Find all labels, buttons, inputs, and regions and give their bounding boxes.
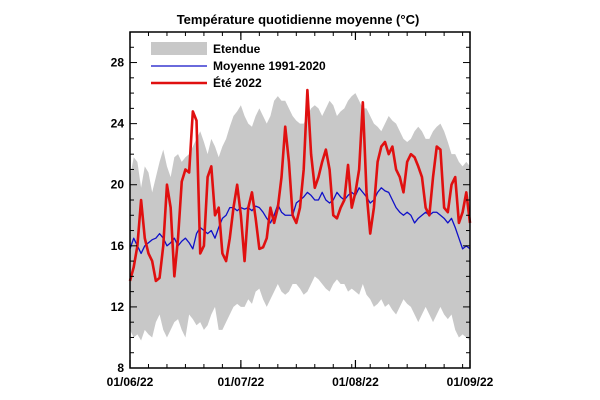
legend-label: Été 2022 — [213, 75, 262, 90]
chart-title: Température quotidienne moyenne (°C) — [177, 12, 420, 27]
band-layer — [130, 93, 470, 341]
legend: Etendue Moyenne 1991-2020 Été 2022 — [151, 42, 326, 90]
y-tick-label: 28 — [111, 56, 125, 70]
legend-label: Etendue — [213, 42, 261, 56]
x-tick-label: 01/06/22 — [107, 375, 154, 389]
legend-label: Moyenne 1991-2020 — [213, 59, 326, 73]
etendue-band — [130, 93, 470, 341]
line-layer — [128, 88, 472, 283]
y-tick-label: 12 — [111, 300, 125, 314]
y-tick-label: 8 — [117, 361, 124, 375]
y-tick-label: 24 — [111, 117, 125, 131]
x-tick-label: 01/08/22 — [332, 375, 379, 389]
x-tick-label: 01/09/22 — [447, 375, 494, 389]
axis-layer: 8 12 16 20 24 28 01/06/22 01/07/22 01/08/22 01/09… — [107, 31, 494, 389]
y-tick-label: 16 — [111, 239, 125, 253]
y-tick-label: 20 — [111, 178, 125, 192]
legend-swatch-etendue — [151, 42, 207, 55]
x-tick-label: 01/07/22 — [218, 375, 265, 389]
ete-2022-line — [128, 88, 472, 283]
